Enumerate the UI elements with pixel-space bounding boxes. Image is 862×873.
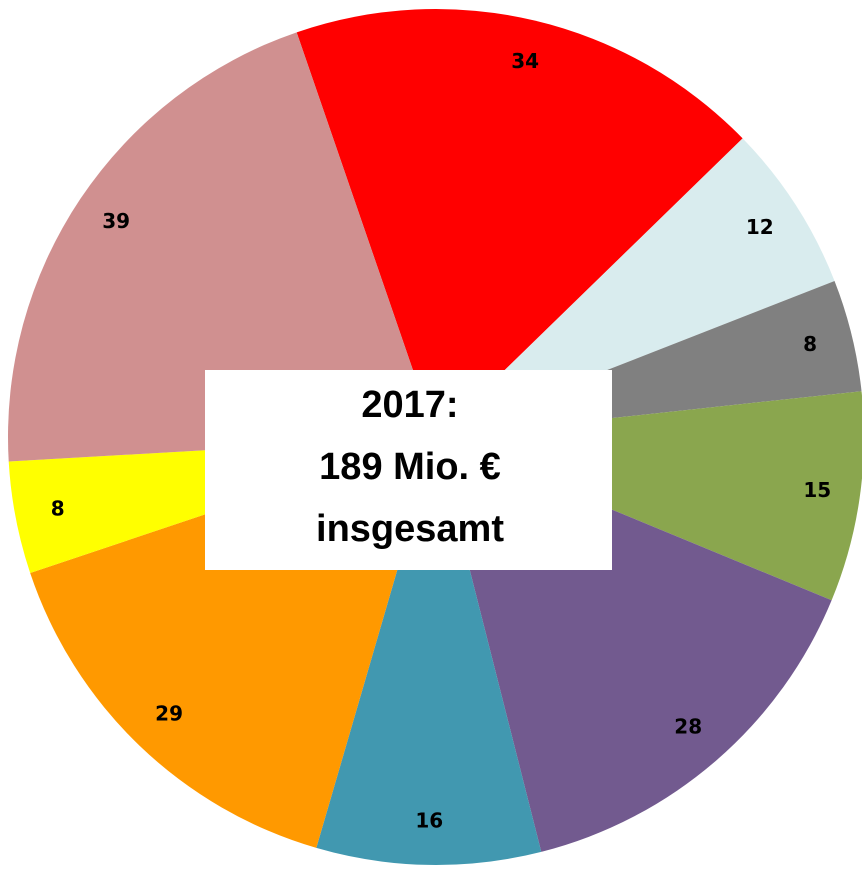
data-label: 29 bbox=[155, 701, 183, 725]
center-label: 189 Mio. € bbox=[319, 446, 501, 488]
data-label: 39 bbox=[102, 209, 130, 233]
pie-slice bbox=[436, 138, 835, 437]
pie-slice bbox=[296, 9, 743, 438]
pie-slice bbox=[316, 437, 542, 866]
data-label: 8 bbox=[51, 496, 65, 520]
data-label: 16 bbox=[415, 809, 443, 833]
pie-slice bbox=[8, 32, 437, 462]
data-label: 34 bbox=[511, 49, 539, 73]
center-label: 2017: bbox=[361, 384, 458, 426]
center-label: insgesamt bbox=[316, 508, 504, 550]
data-label: 12 bbox=[746, 215, 774, 239]
data-label: 28 bbox=[674, 715, 702, 739]
data-label: 15 bbox=[803, 478, 831, 502]
center-box bbox=[205, 370, 612, 570]
data-label: 8 bbox=[803, 332, 817, 356]
